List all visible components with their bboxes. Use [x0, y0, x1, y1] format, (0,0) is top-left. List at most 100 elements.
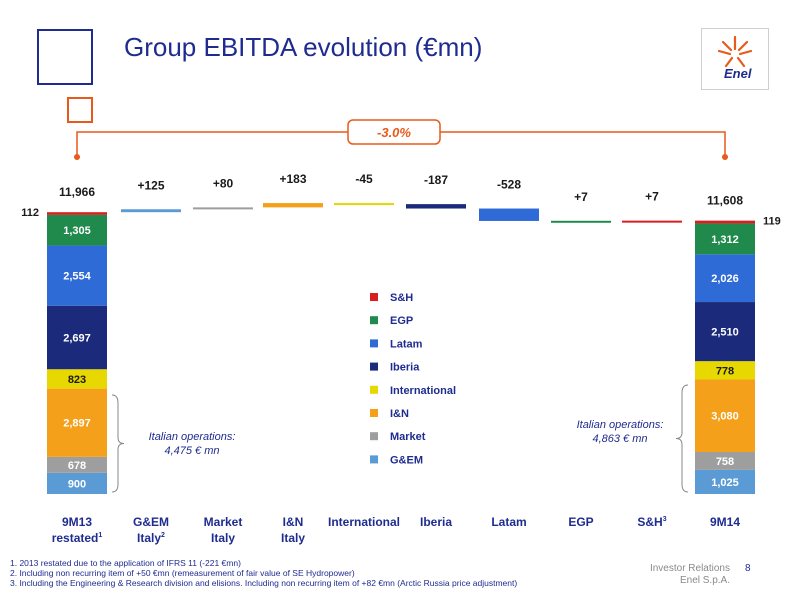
- category-label-9: S&H3: [637, 515, 666, 529]
- category-label-2: G&EM: [133, 515, 169, 529]
- delta-bar-international: [334, 203, 394, 206]
- legend-swatch-latam: [370, 339, 378, 348]
- end-value-egp: 1,312: [711, 234, 739, 246]
- delta-bar-gem: [121, 209, 181, 213]
- end-bar-in: [695, 379, 755, 453]
- legend-label-iberia: Iberia: [390, 362, 420, 374]
- end-value-gem: 1,025: [711, 477, 739, 489]
- end-value-sh: 119: [763, 216, 781, 228]
- italian-ops-end-line1: Italian operations:: [577, 419, 664, 431]
- end-value-market: 758: [716, 456, 734, 468]
- end-bar-iberia: [695, 302, 755, 362]
- delta-label-latam: -528: [497, 178, 521, 192]
- category-label-4: I&N: [283, 515, 304, 529]
- legend-label-in: I&N: [390, 408, 409, 420]
- delta-label-market: +80: [213, 176, 234, 190]
- end-bar-egp: [695, 223, 755, 255]
- legend-label-international: International: [390, 385, 456, 397]
- category-label-2-line2: Italy2: [137, 531, 165, 545]
- end-bar-latam: [695, 254, 755, 303]
- legend-label-market: Market: [390, 431, 426, 443]
- end-bar-market: [695, 452, 755, 470]
- legend-label-gem: G&EM: [390, 454, 423, 466]
- footer-company: Investor Relations Enel S.p.A.: [620, 563, 730, 587]
- start-bar-egp: [47, 214, 107, 246]
- footer-investor-relations: Investor Relations: [649, 563, 730, 574]
- category-label-3: Market: [204, 515, 243, 529]
- delta-label-iberia: -187: [424, 173, 448, 187]
- start-bar-gem: [47, 472, 107, 494]
- delta-label-gem: +125: [137, 178, 164, 192]
- delta-label-in: +183: [279, 172, 306, 186]
- category-label-7: Latam: [491, 515, 526, 529]
- footnotes: 1. 2013 restated due to the application …: [10, 558, 517, 588]
- italian-ops-start-line1: Italian operations:: [149, 431, 236, 443]
- delta-bar-egp: [551, 220, 611, 223]
- decorative-square-large: [37, 29, 93, 85]
- end-bar-sh: [695, 220, 755, 224]
- category-label-1: 9M13: [62, 515, 92, 529]
- ebitda-waterfall-chart: 900 678 2,897 823 2,697 2,554 1,305 112 11,966 1,…: [21, 119, 781, 545]
- legend-swatch-market: [370, 432, 378, 441]
- delta-label-egp: +7: [574, 190, 588, 204]
- start-value-gem: 900: [68, 478, 86, 490]
- legend-swatch-international: [370, 385, 378, 394]
- legend-swatch-egp: [370, 316, 378, 325]
- end-value-in: 3,080: [711, 411, 739, 423]
- end-value-international: 778: [716, 365, 734, 377]
- start-value-market: 678: [68, 460, 86, 472]
- legend-swatch-sh: [370, 293, 378, 301]
- italian-ops-end-line2: 4,863 € mn: [592, 433, 647, 445]
- legend-label-sh: S&H: [390, 292, 413, 304]
- start-value-sh: 112: [21, 207, 39, 219]
- start-value-international: 823: [68, 374, 86, 386]
- end-total-label: 11,608: [707, 194, 743, 208]
- legend-swatch-gem: [370, 455, 378, 464]
- start-value-latam: 2,554: [63, 271, 91, 283]
- legend-swatch-in: [370, 409, 378, 417]
- legend-swatch-iberia: [370, 362, 378, 371]
- legend-label-egp: EGP: [390, 315, 413, 327]
- category-label-4-line2: Italy: [281, 531, 305, 545]
- category-label-3-line2: Italy: [211, 531, 235, 545]
- italian-ops-start-line2: 4,475 € mn: [164, 445, 219, 457]
- delta-bar-in: [263, 203, 323, 208]
- delta-bar-iberia: [406, 204, 466, 209]
- start-bar-sh: [47, 212, 107, 215]
- delta-bar-sh: [622, 220, 682, 223]
- legend-label-latam: Latam: [390, 338, 423, 350]
- start-bar-in: [47, 388, 107, 457]
- decorative-square-small: [67, 97, 93, 123]
- footnote-3: 3. Including the Engineering & Research …: [10, 578, 518, 588]
- enel-logo: [701, 28, 769, 90]
- category-label-8: EGP: [568, 515, 593, 529]
- bracket-dot-left: [74, 154, 80, 160]
- page-number: 8: [745, 563, 751, 574]
- end-value-iberia: 2,510: [711, 327, 739, 339]
- start-value-egp: 1,305: [63, 225, 91, 237]
- enel-logo-icon: [717, 35, 753, 68]
- italian-ops-brace-end: [675, 384, 689, 493]
- start-total-label: 11,966: [59, 185, 95, 199]
- end-bar-gem: [695, 469, 755, 494]
- footnote-1: 1. 2013 restated due to the application …: [10, 558, 241, 568]
- start-bar-iberia: [47, 305, 107, 370]
- delta-bar-market: [193, 207, 253, 210]
- italian-ops-brace-start: [111, 394, 125, 493]
- start-value-iberia: 2,697: [63, 332, 91, 344]
- category-label-1-line2: restated1: [52, 531, 103, 545]
- start-bar-market: [47, 456, 107, 473]
- logo-text: Enel: [724, 66, 752, 81]
- footnote-2: 2. Including non recurring item of +50 €…: [10, 568, 355, 578]
- start-bar-international: [47, 369, 107, 389]
- variation-box: [347, 119, 441, 145]
- page-title: Group EBITDA evolution (€mn): [124, 32, 483, 62]
- delta-bar-latam: [479, 208, 539, 221]
- delta-label-sh: +7: [645, 190, 659, 204]
- category-label-10: 9M14: [710, 515, 740, 529]
- bracket-dot-right: [722, 154, 728, 160]
- variation-label: -3.0%: [377, 125, 411, 140]
- category-label-6: Iberia: [420, 515, 452, 529]
- end-bar-international: [695, 361, 755, 380]
- delta-label-international: -45: [355, 172, 373, 186]
